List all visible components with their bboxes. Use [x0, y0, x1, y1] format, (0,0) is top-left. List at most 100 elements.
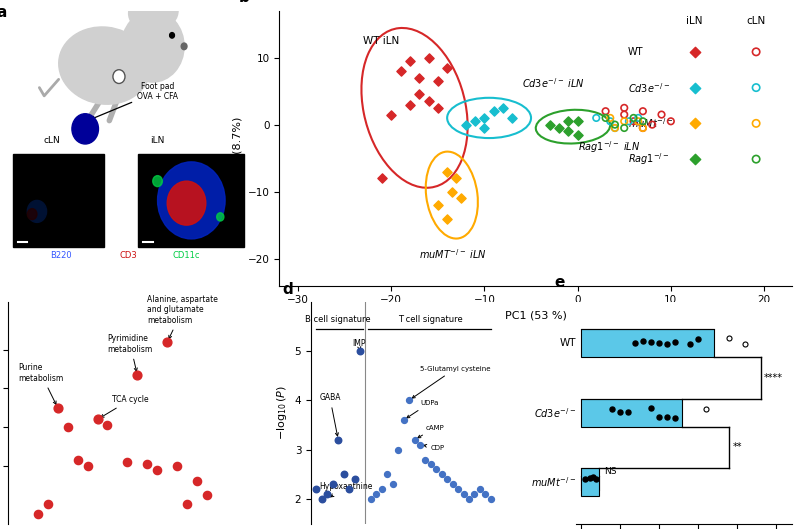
Point — [441, 214, 454, 223]
Point — [375, 174, 388, 183]
Circle shape — [151, 0, 178, 26]
Text: $Cd3e^{-/-}$ iLN: $Cd3e^{-/-}$ iLN — [522, 76, 584, 90]
Point — [414, 441, 426, 449]
Point — [403, 57, 416, 65]
Point — [632, 114, 645, 122]
Point — [446, 480, 459, 488]
Point — [609, 124, 622, 132]
Point — [571, 131, 584, 139]
Point — [637, 124, 650, 132]
Point — [580, 116, 593, 125]
Point — [394, 67, 407, 75]
Point — [441, 475, 454, 484]
Point — [723, 334, 736, 342]
Point — [454, 194, 467, 203]
Point — [392, 445, 405, 454]
Text: ****: **** — [764, 373, 783, 383]
Point — [315, 495, 328, 503]
Circle shape — [122, 11, 184, 82]
Point — [637, 336, 650, 345]
Text: b: b — [238, 0, 250, 5]
Point — [637, 124, 650, 132]
Point — [403, 101, 416, 109]
Point — [31, 510, 44, 518]
Point — [151, 466, 164, 474]
Point — [474, 485, 486, 494]
Bar — [581, 468, 599, 496]
Point — [468, 490, 481, 498]
Point — [478, 114, 491, 122]
Point — [622, 117, 635, 125]
Point — [170, 461, 183, 470]
Point — [446, 187, 458, 196]
Point — [580, 115, 593, 123]
Point — [478, 124, 491, 132]
Point — [321, 490, 334, 498]
Point — [618, 117, 630, 125]
Point — [431, 104, 444, 112]
Point — [385, 111, 398, 119]
Point — [462, 495, 475, 503]
Text: NS: NS — [604, 467, 617, 476]
Point — [618, 104, 630, 112]
Point — [578, 115, 591, 124]
Text: B cell signature: B cell signature — [306, 315, 371, 324]
Point — [653, 413, 666, 422]
Point — [342, 485, 355, 494]
Y-axis label: PC2 (8.7%): PC2 (8.7%) — [232, 117, 242, 179]
Point — [579, 475, 592, 483]
Point — [645, 404, 658, 412]
Circle shape — [170, 33, 174, 38]
Point — [609, 121, 622, 129]
Point — [590, 475, 602, 483]
Point — [408, 435, 421, 444]
Point — [627, 114, 640, 122]
Point — [381, 470, 394, 479]
Point — [590, 114, 602, 122]
Point — [618, 111, 630, 119]
Point — [42, 500, 54, 508]
Point — [660, 413, 673, 422]
Text: iLN: iLN — [150, 135, 165, 144]
Point — [375, 485, 388, 494]
Point — [497, 104, 510, 112]
Ellipse shape — [58, 27, 150, 104]
Point — [580, 115, 593, 124]
Text: $Rag1^{-/-}$: $Rag1^{-/-}$ — [628, 151, 670, 167]
Point — [101, 421, 114, 430]
Text: IMP: IMP — [352, 339, 366, 351]
Point — [459, 121, 472, 129]
Point — [479, 490, 492, 498]
Point — [338, 470, 350, 479]
Point — [668, 414, 681, 422]
Point — [398, 416, 410, 424]
Point — [653, 339, 666, 347]
Point — [413, 74, 426, 82]
Point — [121, 458, 134, 466]
Text: Pyrimidine
metabolism: Pyrimidine metabolism — [107, 334, 153, 371]
Circle shape — [113, 70, 125, 84]
Circle shape — [129, 0, 153, 27]
Point — [506, 114, 518, 122]
Point — [386, 480, 399, 488]
Text: $Rag1^{-/-}$ iLN: $Rag1^{-/-}$ iLN — [578, 140, 640, 156]
Point — [562, 117, 574, 125]
Point — [326, 480, 339, 488]
Point — [431, 77, 444, 85]
Circle shape — [72, 114, 98, 144]
Point — [452, 485, 465, 494]
Text: CDP: CDP — [424, 444, 445, 451]
Point — [485, 495, 498, 503]
Point — [365, 495, 378, 503]
Text: Hypoxanthine: Hypoxanthine — [319, 482, 373, 497]
Text: CD11c: CD11c — [173, 251, 200, 260]
Point — [637, 117, 650, 125]
Point — [618, 124, 630, 132]
Point — [578, 116, 591, 125]
Point — [665, 117, 678, 125]
Point — [629, 339, 642, 347]
Point — [441, 167, 454, 176]
Point — [413, 90, 426, 99]
Point — [91, 415, 104, 424]
Point — [604, 114, 617, 122]
